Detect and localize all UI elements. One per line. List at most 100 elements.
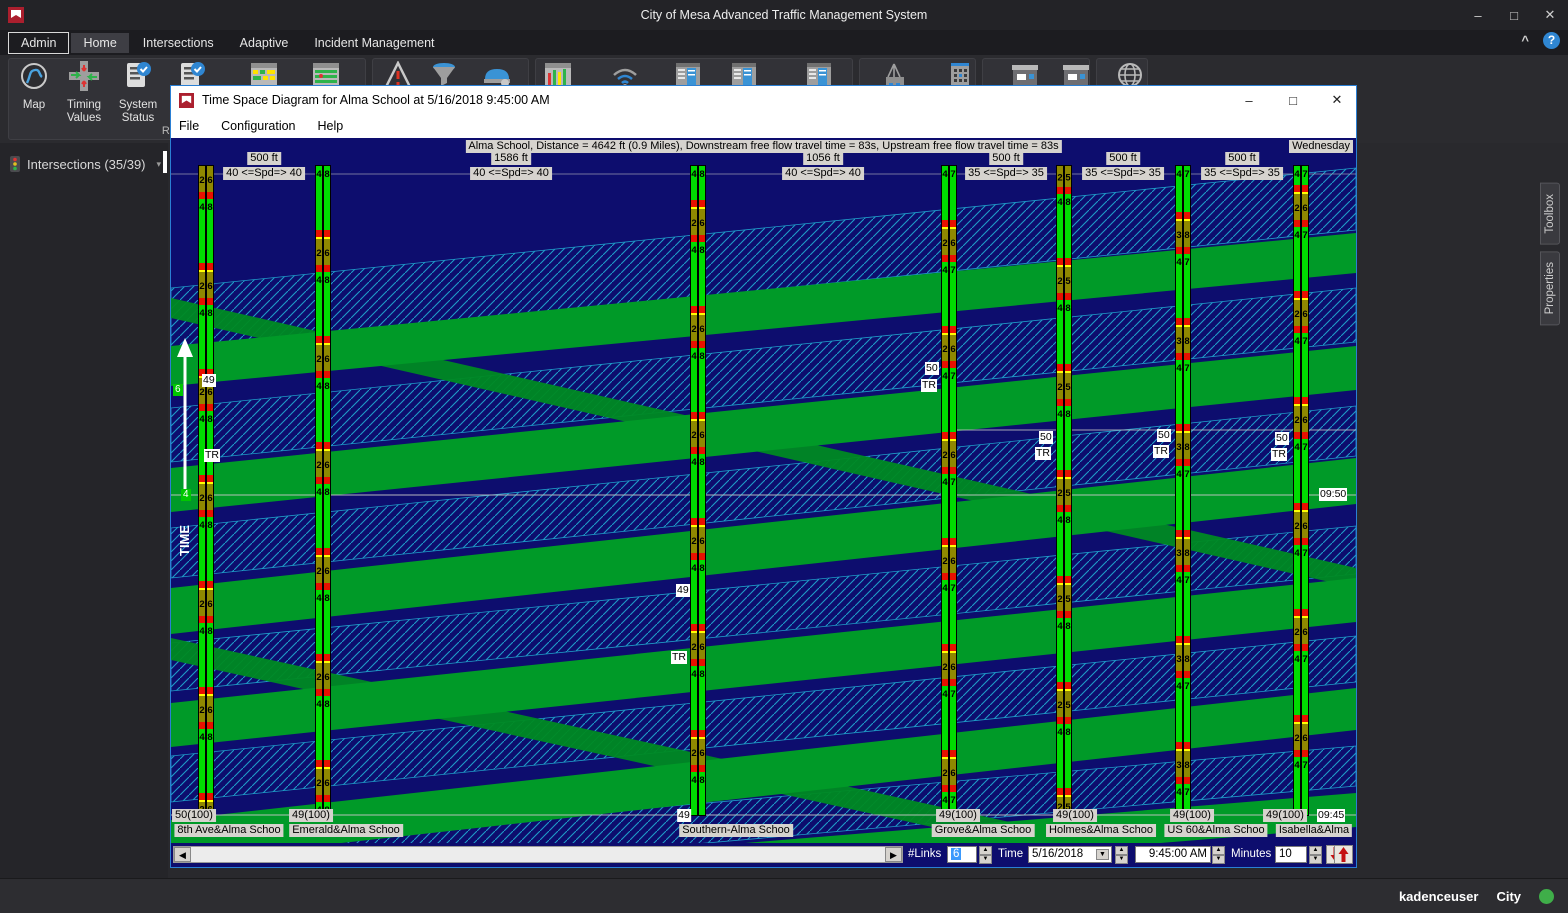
tab-intersections[interactable]: Intersections	[142, 35, 214, 50]
time-label: Time	[998, 848, 1024, 860]
tab-incident-management[interactable]: Incident Management	[314, 35, 435, 50]
help-icon[interactable]: ?	[1543, 32, 1560, 49]
report-list-icon-3[interactable]	[805, 61, 833, 94]
svg-text:8: 8	[1065, 197, 1070, 208]
menu-help[interactable]: Help	[317, 119, 344, 133]
clock-input[interactable]: 9:45:00 AM	[1135, 846, 1211, 863]
minutes-spinner[interactable]: ▲ ▼	[1309, 846, 1322, 864]
svg-text:7: 7	[1302, 654, 1307, 665]
svg-text:8: 8	[699, 457, 704, 468]
svg-text:4: 4	[691, 563, 697, 574]
dialog-maximize-button[interactable]: □	[1289, 92, 1297, 108]
svg-text:7: 7	[1184, 575, 1189, 586]
svg-text:7: 7	[950, 169, 955, 180]
app-logo-icon	[8, 7, 24, 23]
svg-text:8: 8	[1184, 442, 1189, 453]
intersections-panel-header[interactable]: Intersections (35/39) ▾	[0, 149, 168, 179]
svg-text:2: 2	[1057, 594, 1062, 605]
building-icon[interactable]	[946, 61, 974, 94]
svg-text:2: 2	[1294, 627, 1299, 638]
bar-chart-icon[interactable]	[544, 61, 572, 94]
links-spinner[interactable]: ▲ ▼	[979, 846, 992, 864]
signal-timeline-bar: 4 82 64 82 64 82 64 82 64 82 64 82 64 8	[315, 165, 331, 816]
timing-table-icon[interactable]	[250, 61, 278, 94]
dialog-minimize-button[interactable]: –	[1245, 92, 1253, 108]
svg-text:4: 4	[1176, 787, 1182, 798]
tab-toolbox[interactable]: Toolbox	[1540, 183, 1560, 245]
maximize-button[interactable]: □	[1510, 7, 1518, 23]
svg-text:4: 4	[1294, 442, 1300, 453]
svg-text:2: 2	[1294, 521, 1299, 532]
antenna-icon[interactable]	[882, 61, 912, 94]
svg-text:4: 4	[1057, 197, 1063, 208]
tab-admin[interactable]: Admin	[8, 31, 70, 54]
close-button[interactable]: ✕	[1544, 7, 1556, 22]
svg-text:4: 4	[199, 520, 205, 531]
svg-text:2: 2	[1294, 733, 1299, 744]
svg-text:2: 2	[942, 450, 947, 461]
svg-text:8: 8	[699, 351, 704, 362]
station-icon-2[interactable]	[1061, 61, 1091, 94]
dialog-titlebar[interactable]: Time Space Diagram for Alma School at 5/…	[171, 86, 1356, 114]
svg-text:2: 2	[942, 238, 947, 249]
svg-text:2: 2	[691, 324, 696, 335]
dialog-close-button[interactable]: ✕	[1331, 92, 1343, 107]
svg-text:4: 4	[1294, 169, 1300, 180]
svg-text:4: 4	[942, 477, 948, 488]
horizontal-scrollbar[interactable]: ◀ ▶	[173, 846, 903, 863]
svg-text:4: 4	[1294, 760, 1300, 771]
minutes-input[interactable]: 10	[1275, 846, 1307, 863]
svg-text:8: 8	[699, 169, 704, 180]
date-dropdown-icon[interactable]: ▼	[1096, 849, 1109, 860]
svg-text:4: 4	[1176, 257, 1182, 268]
report-list-icon-2[interactable]	[730, 61, 758, 94]
timing-values-button[interactable]: Timing Values	[58, 61, 110, 125]
clock-spinner[interactable]: ▲ ▼	[1212, 846, 1225, 864]
green-schedule-icon[interactable]	[312, 61, 340, 94]
svg-text:3: 3	[1176, 336, 1181, 347]
report-list-icon-1[interactable]	[674, 61, 702, 94]
tab-adaptive[interactable]: Adaptive	[239, 35, 289, 50]
dock-side-tabs: Toolbox Properties	[1540, 183, 1560, 326]
menu-file[interactable]: File	[179, 119, 200, 133]
svg-text:3: 3	[1176, 442, 1181, 453]
time-axis-label: TIME	[177, 525, 192, 556]
svg-text:4: 4	[942, 583, 948, 594]
status-bar: kadenceuser City	[0, 878, 1568, 913]
date-spinner[interactable]: ▲ ▼	[1115, 846, 1128, 864]
svg-text:8: 8	[1065, 409, 1070, 420]
tab-home[interactable]: Home	[71, 32, 129, 53]
map-button[interactable]: Map	[12, 61, 56, 112]
minimize-button[interactable]: –	[1474, 7, 1482, 23]
filter-funnel-icon[interactable]	[430, 61, 458, 94]
traffic-light-icon	[10, 156, 20, 172]
panel-dropdown-icon[interactable]: ▾	[156, 158, 162, 169]
date-select[interactable]: 5/16/2018 ▼	[1028, 846, 1112, 863]
menu-configuration[interactable]: Configuration	[221, 119, 296, 133]
system-status-button[interactable]: System Status	[112, 61, 164, 125]
collapse-ribbon-icon[interactable]: ^	[1521, 33, 1529, 48]
station-icon-1[interactable]	[1010, 61, 1040, 94]
svg-text:5: 5	[1065, 802, 1071, 813]
svg-text:6: 6	[699, 324, 704, 335]
links-input[interactable]: 6	[947, 846, 977, 863]
svg-text:4: 4	[691, 775, 697, 786]
scroll-right-icon[interactable]: ▶	[885, 847, 902, 862]
svg-text:2: 2	[199, 175, 204, 186]
svg-text:8: 8	[207, 732, 212, 743]
svg-text:6: 6	[1302, 203, 1307, 214]
svg-text:2: 2	[942, 556, 947, 567]
svg-text:4: 4	[1176, 169, 1182, 180]
svg-text:6: 6	[950, 556, 955, 567]
panel-splitter[interactable]	[163, 151, 167, 173]
scroll-left-icon[interactable]: ◀	[174, 847, 191, 862]
svg-text:2: 2	[199, 493, 204, 504]
svg-text:7: 7	[950, 265, 955, 276]
svg-text:2: 2	[316, 354, 321, 365]
intersection-icon	[69, 61, 99, 91]
tab-properties[interactable]: Properties	[1540, 250, 1560, 326]
svg-text:3: 3	[1176, 760, 1181, 771]
connection-status-icon	[1539, 888, 1554, 904]
step-forward-button[interactable]	[1334, 845, 1353, 864]
